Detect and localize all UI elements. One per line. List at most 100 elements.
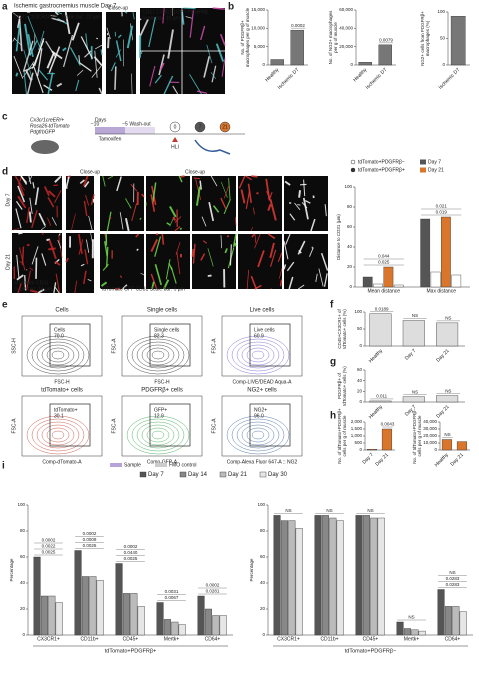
y-axis-label: CD45+CX3CR1+ of — [337, 308, 342, 348]
vessel — [84, 181, 90, 188]
x-tick-label: Healthy — [264, 67, 281, 84]
vessel — [246, 269, 250, 290]
bar — [122, 593, 130, 636]
vessel — [131, 203, 137, 221]
vessel — [19, 183, 26, 191]
bar — [402, 320, 425, 347]
x-tick-label: Healthy — [368, 348, 385, 365]
y-tick-label: 5,000 — [254, 44, 266, 49]
y-tick-label: 0 — [350, 62, 353, 67]
contour — [251, 430, 265, 440]
y-tick-label: 60 — [357, 367, 363, 372]
vessel — [47, 217, 52, 227]
contour — [231, 338, 285, 372]
label: Close-up — [80, 169, 100, 175]
vessel — [98, 87, 103, 95]
vessel — [211, 65, 217, 83]
vessel — [76, 69, 84, 76]
gate — [149, 403, 191, 447]
x-tick-label: Healthy — [352, 67, 369, 84]
label: Scale bar: 10 µm — [14, 286, 52, 292]
contour — [26, 415, 90, 455]
vessel — [172, 216, 176, 221]
vessel — [119, 212, 124, 230]
vessel — [122, 284, 128, 290]
x-tick-label: Day 21 — [435, 348, 451, 364]
vessel — [229, 244, 232, 266]
vessel — [199, 180, 202, 190]
contour — [141, 424, 175, 446]
bar — [81, 576, 89, 636]
vessel — [285, 233, 291, 245]
vessel — [40, 225, 47, 231]
vessel — [62, 47, 67, 52]
vessel — [172, 85, 179, 95]
vessel — [176, 252, 181, 275]
contour — [136, 341, 180, 369]
vessel — [80, 36, 94, 59]
vessel — [220, 181, 228, 198]
y-tick-label: 60 — [260, 554, 266, 559]
legend-label: Day 7 — [148, 472, 164, 478]
vessel — [150, 194, 156, 212]
bar — [48, 595, 56, 636]
vessel — [179, 227, 183, 230]
y-axis-label: per g of muscle — [333, 22, 338, 53]
vessel — [32, 182, 35, 189]
vessel — [116, 176, 122, 192]
bar — [366, 449, 378, 451]
vessel — [19, 261, 22, 263]
y-tick-label: 1,000 — [351, 433, 363, 438]
p-value: 0.0022 — [42, 544, 56, 549]
mouse-icon — [31, 140, 59, 154]
label: Cells — [54, 327, 66, 333]
y-tick-label: 60 — [347, 224, 353, 229]
bar — [55, 602, 63, 636]
vessel — [90, 194, 95, 206]
contour — [141, 344, 175, 366]
vessel — [233, 242, 237, 247]
vessel — [320, 252, 329, 271]
x-tick-label: Ischemic D7 — [438, 67, 462, 91]
y-tick-label: 40,000 — [339, 26, 353, 31]
y-tick-label: 0 — [22, 632, 25, 637]
vessel — [178, 175, 183, 183]
x-tick-label: CD45+ — [363, 636, 379, 642]
x-tick-label: Mean distance — [367, 288, 400, 294]
vessel — [267, 233, 276, 240]
washout-bar — [125, 127, 155, 134]
bar — [451, 274, 462, 288]
bar — [329, 517, 337, 636]
vessel — [224, 185, 230, 199]
vessel — [174, 216, 182, 223]
vessel — [41, 253, 47, 266]
vessel — [323, 273, 328, 287]
vessel — [17, 195, 27, 209]
vessel — [223, 199, 231, 215]
vessel — [126, 25, 134, 49]
label: FMO control — [169, 462, 197, 468]
y-tick-label: 20 — [260, 606, 266, 611]
vessel — [15, 23, 21, 52]
contour — [46, 347, 70, 363]
vessel — [87, 279, 92, 282]
bar — [378, 44, 392, 66]
vessel — [324, 204, 327, 217]
label: FSC-A — [211, 338, 217, 354]
vessel — [166, 222, 171, 226]
vessel — [283, 240, 289, 260]
contour — [46, 427, 70, 443]
y-tick-label: 1,500 — [351, 426, 363, 431]
vessel — [158, 54, 165, 76]
vessel — [195, 179, 202, 200]
legend-swatch — [110, 463, 122, 467]
contour — [41, 344, 75, 366]
vessel — [165, 259, 171, 280]
p-value: NS — [285, 508, 291, 513]
bar — [459, 611, 467, 636]
label: −5 — [122, 121, 128, 127]
vessel — [43, 84, 53, 91]
y-tick-label: 100 — [437, 9, 445, 14]
y-tick-label: 2,000 — [351, 419, 363, 424]
vessel — [34, 187, 40, 206]
